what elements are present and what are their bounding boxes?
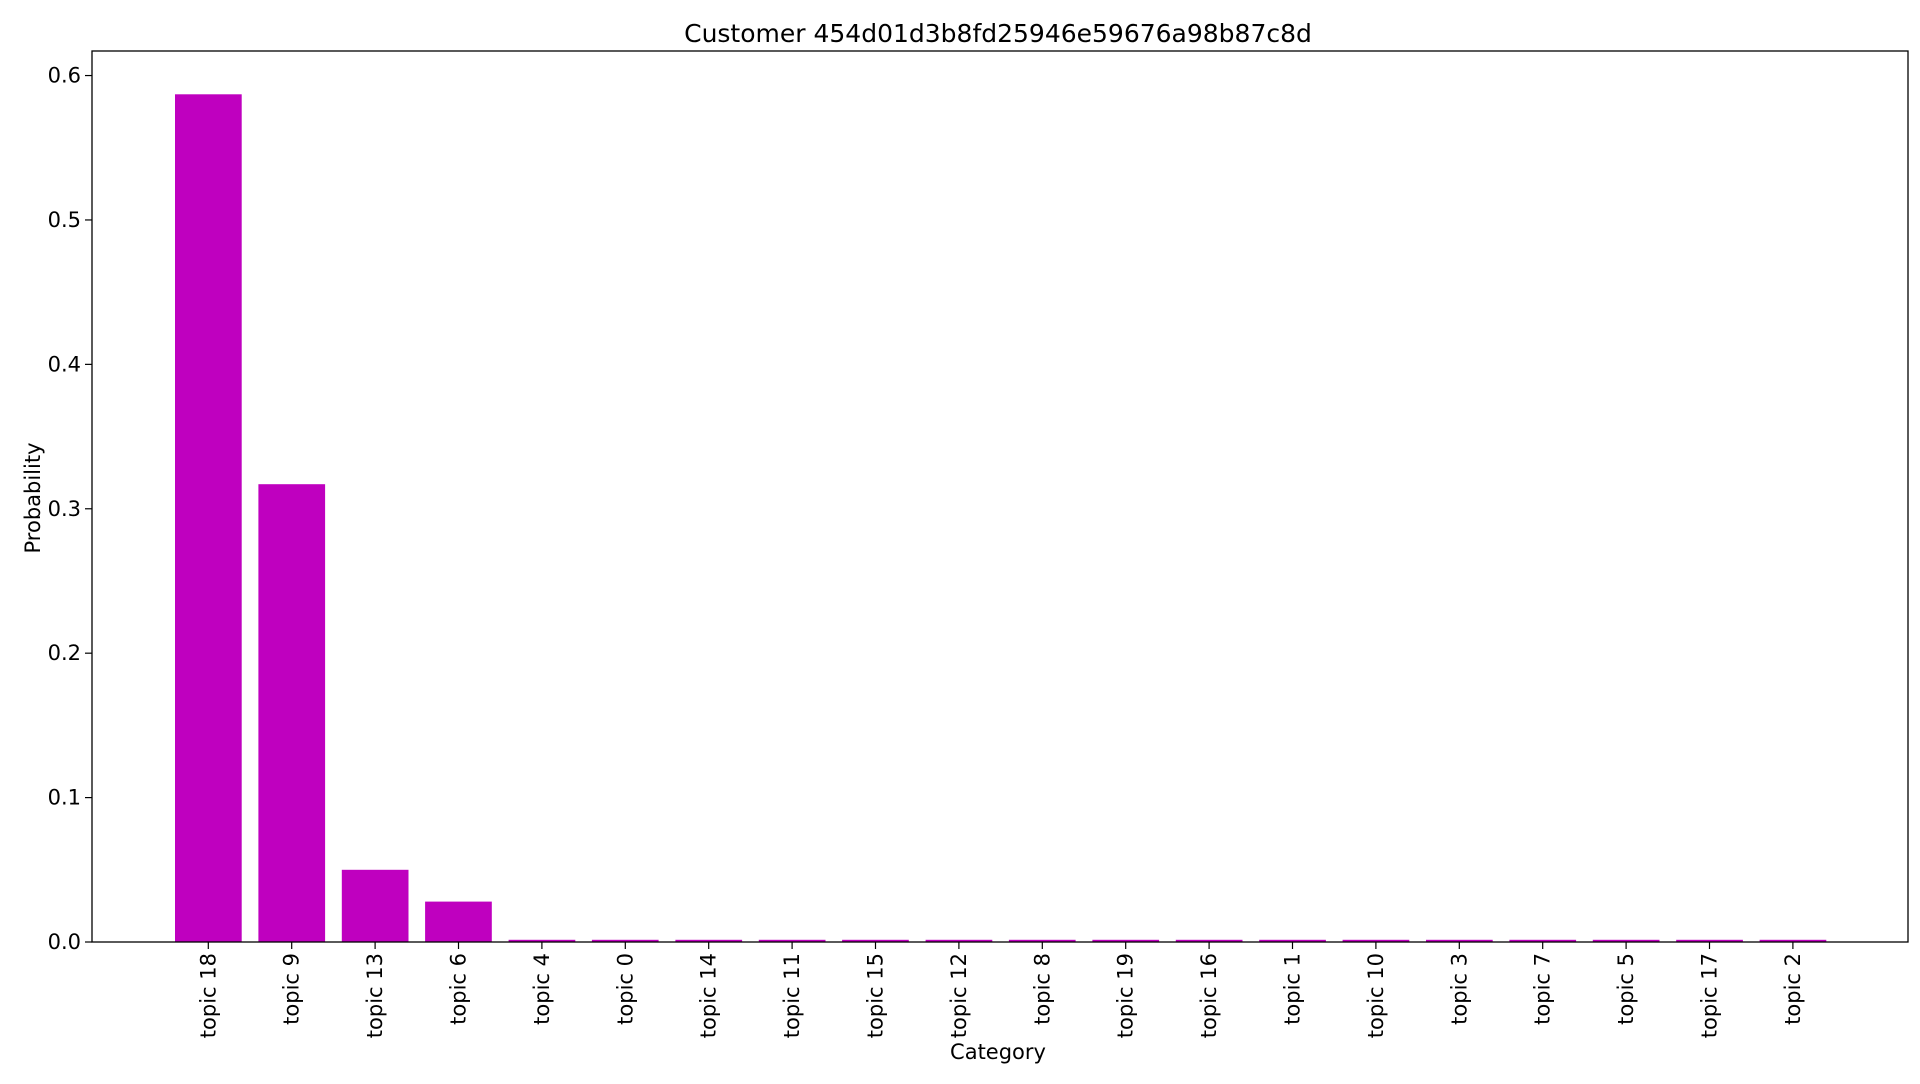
- x-tick-label: topic 6: [447, 953, 471, 1025]
- bar-topic-4: [508, 939, 576, 942]
- x-tick-label: topic 10: [1364, 953, 1388, 1038]
- x-tick-label: topic 11: [780, 953, 804, 1038]
- bar-topic-1: [1259, 939, 1326, 942]
- y-tick-label: 0.0: [48, 930, 81, 954]
- bars-group: [175, 94, 1827, 943]
- bar-topic-6: [425, 901, 492, 942]
- bar-topic-11: [758, 939, 826, 942]
- x-axis-label: Category: [950, 1040, 1046, 1064]
- bar-topic-7: [1509, 939, 1577, 942]
- bar-topic-18: [175, 94, 242, 943]
- bar-topic-0: [591, 939, 659, 942]
- plot-frame: [91, 50, 1909, 943]
- x-tick-label: topic 2: [1781, 953, 1805, 1025]
- x-tick-label: topic 7: [1531, 953, 1555, 1025]
- x-tick-label: topic 14: [697, 953, 721, 1038]
- bar-topic-16: [1175, 939, 1243, 942]
- x-tick-label: topic 8: [1030, 953, 1054, 1025]
- x-tick-label: topic 13: [363, 953, 387, 1038]
- x-tick-label: topic 0: [613, 953, 637, 1025]
- bar-topic-12: [925, 939, 993, 942]
- x-tick-label: topic 18: [196, 953, 220, 1038]
- bar-topic-3: [1426, 939, 1493, 942]
- bar-topic-2: [1759, 939, 1827, 942]
- y-tick-label: 0.5: [48, 208, 81, 232]
- x-tick-label: topic 17: [1698, 953, 1722, 1038]
- bar-topic-17: [1676, 939, 1743, 942]
- bar-topic-13: [341, 869, 409, 942]
- chart-title: Customer 454d01d3b8fd25946e59676a98b87c8…: [684, 19, 1312, 48]
- bar-topic-15: [842, 939, 909, 942]
- bar-topic-19: [1092, 939, 1160, 942]
- x-tick-label: topic 12: [947, 953, 971, 1038]
- y-tick-label: 0.2: [48, 641, 81, 665]
- bar-topic-8: [1008, 939, 1076, 942]
- x-tick-label: topic 4: [530, 953, 554, 1025]
- x-tick-label: topic 5: [1614, 953, 1638, 1025]
- x-tick-label: topic 9: [280, 953, 304, 1025]
- y-tick-label: 0.3: [48, 497, 81, 521]
- bar-topic-14: [675, 939, 743, 942]
- bar-topic-10: [1342, 939, 1410, 942]
- x-tick-label: topic 3: [1447, 953, 1471, 1025]
- x-axis: topic 18 topic 9 topic 13 topic 6 topic 4 top…: [196, 942, 1805, 1038]
- x-tick-label: topic 1: [1281, 953, 1305, 1025]
- bar-topic-9: [258, 484, 326, 942]
- x-tick-label: topic 19: [1114, 953, 1138, 1038]
- y-axis: 0.0 0.1 0.2 0.3 0.4 0.5 0.6: [48, 64, 92, 954]
- y-tick-label: 0.4: [48, 352, 81, 376]
- x-tick-label: topic 16: [1197, 953, 1221, 1038]
- bar-topic-5: [1592, 939, 1660, 942]
- y-axis-label: Probability: [21, 442, 45, 553]
- x-tick-label: topic 15: [864, 953, 888, 1038]
- y-tick-label: 0.1: [48, 786, 81, 810]
- y-tick-label: 0.6: [48, 64, 81, 88]
